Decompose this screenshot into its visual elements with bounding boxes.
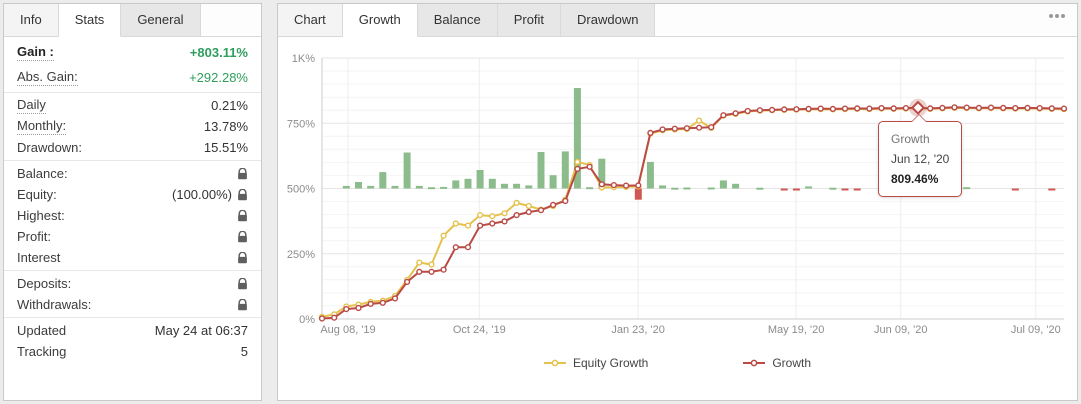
svg-text:500%: 500% [287,184,315,196]
svg-text:Jan 23, '20: Jan 23, '20 [611,324,664,336]
svg-text:0%: 0% [299,314,315,326]
tooltip-value: 809.46% [891,172,939,186]
lock-icon [237,277,248,290]
x-axis: Aug 08, '19 Oct 24, '19 Jan 23, '20 May 19,… [320,58,1061,336]
stat-value-tracking: 5 [240,344,248,359]
lock-icon [237,230,248,243]
stats-panel: Info Stats General Gain : +803.11% Abs. … [3,3,262,401]
stats-tab-bar: Info Stats General [4,4,261,37]
divider [4,160,261,161]
stat-row-updated: Updated May 24 at 06:37 [17,320,248,341]
legend-equity-growth[interactable]: Equity Growth [543,356,649,370]
stat-label-updated: Updated [17,323,67,338]
stat-row-tracking: Tracking 5 [17,341,248,362]
svg-text:Jul 09, '20: Jul 09, '20 [1011,324,1061,336]
equity-growth-marker-icon [543,359,566,367]
lock-icon [237,251,248,264]
lock-icon [237,298,248,311]
svg-text:750%: 750% [287,118,315,130]
lock-icon [237,209,248,222]
tab-balance[interactable]: Balance [417,4,498,36]
stat-value-daily: 0.21% [211,98,248,113]
stat-label-equity: Equity: [17,187,57,202]
stat-value-updated: May 24 at 06:37 [154,323,248,338]
stat-label-tracking: Tracking [17,344,67,359]
svg-text:1K%: 1K% [292,53,315,65]
tooltip-date: Jun 12, '20 [891,152,950,166]
stat-row-highest: Highest: [17,205,248,226]
stat-row-withdrawals: Withdrawals: [17,294,248,315]
tab-profit[interactable]: Profit [497,4,562,36]
tab-info[interactable]: Info [4,4,59,36]
stat-label-drawdown: Drawdown: [17,140,83,155]
stat-label-withdrawals: Withdrawals: [17,297,92,312]
tab-general[interactable]: General [121,4,201,36]
stats-list: Gain : +803.11% Abs. Gain: +292.28% Dail… [4,37,261,362]
tab-growth[interactable]: Growth [342,4,418,37]
legend-growth[interactable]: Growth [743,356,811,370]
stat-value-equity: (100.00%) [172,187,232,202]
stat-label-gain[interactable]: Gain : [17,44,54,61]
svg-text:250%: 250% [287,249,315,261]
stat-row-profit: Profit: [17,226,248,247]
stat-row-drawdown: Drawdown: 15.51% [17,137,248,158]
highlighted-point[interactable] [909,98,927,117]
svg-text:Oct 24, '19: Oct 24, '19 [453,324,506,336]
stat-row-gain: Gain : +803.11% [17,40,248,65]
stat-label-deposits: Deposits: [17,276,72,291]
chart-tooltip: Growth Jun 12, '20 809.46% [878,114,963,197]
stat-value-gain: +803.11% [189,45,248,60]
tab-drawdown[interactable]: Drawdown [561,4,656,36]
lock-icon [237,167,248,180]
options-menu-icon[interactable] [1049,14,1065,18]
stat-value-monthly: 13.78% [203,119,248,134]
chart-legend: Equity Growth Growth [278,356,1077,370]
stat-label-balance: Balance: [17,166,68,181]
axis-lines [321,58,1064,320]
y-axis: 0% 250% 500% 750% 1K% [287,53,1064,326]
stat-row-balance: Balance: [17,163,248,184]
stat-row-interest: Interest [17,247,248,268]
stat-value-drawdown: 15.51% [203,140,248,155]
growth-marker-icon [743,359,766,367]
legend-label: Growth [772,356,812,370]
chart-tab-bar: Chart Growth Balance Profit Drawdown [278,4,1077,37]
growth-chart[interactable]: 0% 250% 500% 750% 1K% Aug 08, '19 Oct 24, '19 J… [278,37,1077,339]
svg-text:Jun 09, '20: Jun 09, '20 [874,324,927,336]
svg-text:Aug 08, '19: Aug 08, '19 [320,324,375,336]
chart-panel: Chart Growth Balance Profit Drawdown 0% 2… [277,3,1078,401]
stat-row-abs-gain: Abs. Gain: +292.28% [17,65,248,90]
stat-row-equity: Equity: (100.00%) [17,184,248,205]
growth-line [318,104,1068,322]
stat-label-interest: Interest [17,250,61,265]
growth-chart-svg[interactable]: 0% 250% 500% 750% 1K% Aug 08, '19 Oct 24, '19 J… [278,37,1077,339]
divider [4,317,261,318]
svg-text:May 19, '20: May 19, '20 [768,324,825,336]
profit-bars [342,88,1056,200]
stat-label-abs-gain[interactable]: Abs. Gain: [17,69,78,86]
stat-label-profit: Profit: [17,229,51,244]
stat-label-monthly[interactable]: Monthly: [17,118,67,135]
stat-label-highest: Highest: [17,208,65,223]
stat-label-daily[interactable]: Daily [17,97,46,114]
stat-value-abs-gain: +292.28% [189,70,248,85]
tab-stats[interactable]: Stats [58,4,122,37]
tooltip-series-name: Growth [891,132,930,146]
divider [4,92,261,93]
legend-label: Equity Growth [572,356,649,370]
stat-row-daily: Daily 0.21% [17,95,248,116]
stat-row-monthly: Monthly: 13.78% [17,116,248,137]
stat-row-deposits: Deposits: [17,273,248,294]
lock-icon [237,188,248,201]
tab-chart[interactable]: Chart [278,4,343,36]
divider [4,270,261,271]
